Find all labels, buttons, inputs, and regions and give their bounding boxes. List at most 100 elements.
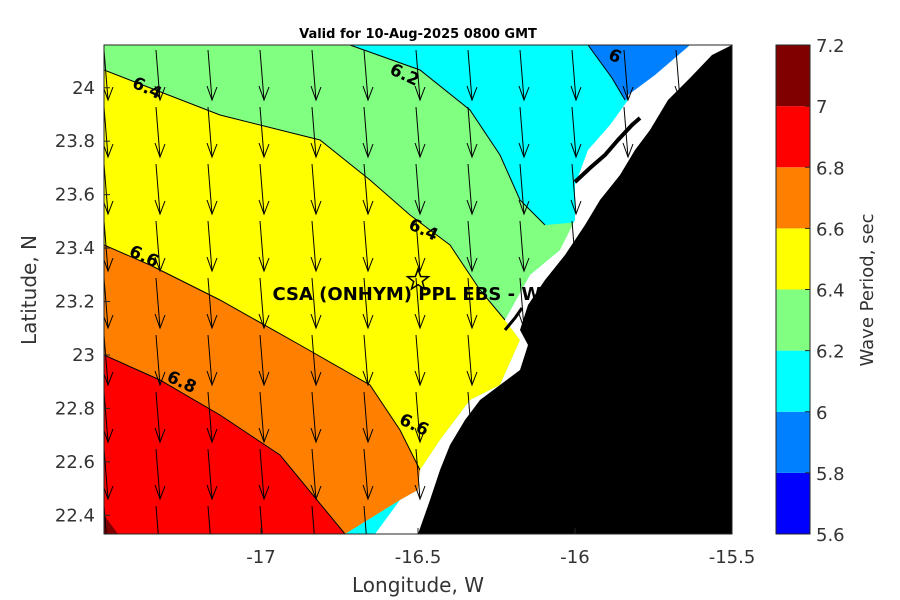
wave-arrow <box>154 448 166 501</box>
wave-arrow <box>155 505 159 534</box>
wave-arrow <box>311 505 315 534</box>
y-tick-label: 23.4 <box>55 238 95 259</box>
wave-arrow <box>310 334 322 387</box>
wave-arrow <box>466 106 478 159</box>
colorbar-band <box>776 45 810 107</box>
wave-arrow <box>466 49 478 102</box>
wave-arrow <box>362 334 374 387</box>
wave-arrow <box>466 163 478 216</box>
x-axis-ticks: -17 -16.5 -16 -15.5 <box>246 528 755 568</box>
wave-arrow <box>104 106 114 159</box>
colorbar-band <box>776 472 810 534</box>
wave-arrow <box>310 49 322 102</box>
y-tick-label: 22.4 <box>55 505 95 526</box>
y-tick-label: 23.8 <box>55 131 95 152</box>
wave-arrow <box>570 220 582 273</box>
wave-arrow <box>414 106 426 159</box>
period-band-7-7.2 <box>104 515 118 534</box>
wave-arrow <box>206 163 218 216</box>
y-tick-label: 22.6 <box>55 452 95 473</box>
wave-arrow <box>414 49 426 102</box>
y-axis-ticks: 22.4 22.6 22.8 23 23.2 23.4 23.6 23.8 24 <box>55 78 110 526</box>
colorbar-band <box>776 350 810 412</box>
wave-arrow <box>362 277 374 330</box>
wave-arrow <box>570 49 582 102</box>
colorbar-tick-label: 6.6 <box>816 219 845 240</box>
wave-arrow <box>206 391 218 444</box>
colorbar-band <box>776 228 810 290</box>
colorbar-tick-label: 6.4 <box>816 281 845 302</box>
wave-arrow <box>362 163 374 216</box>
wave-arrow <box>518 49 530 102</box>
wave-arrow <box>258 334 270 387</box>
wave-arrow <box>154 49 166 102</box>
wave-arrow <box>570 106 582 159</box>
colorbar-tick-label: 6.8 <box>816 158 845 179</box>
colorbar-band <box>776 167 810 229</box>
x-tick-label: -16 <box>560 547 589 568</box>
wave-arrow <box>518 163 530 216</box>
colorbar-band <box>776 411 810 473</box>
wave-arrow <box>622 106 634 159</box>
colorbar-tick-label: 6 <box>816 403 827 424</box>
map-plot-area <box>104 45 732 534</box>
colorbar-tick-label: 5.6 <box>816 525 845 546</box>
wave-arrow <box>466 220 478 273</box>
colorbar-tick-label: 5.8 <box>816 464 845 485</box>
wave-arrow <box>414 163 426 216</box>
wave-arrow <box>466 391 478 444</box>
coastal-islet-small <box>503 307 524 331</box>
wave-arrow <box>206 220 218 273</box>
y-tick-label: 22.8 <box>55 398 95 419</box>
y-axis-label: Latitude, N <box>17 235 41 345</box>
y-tick-label: 23.6 <box>55 185 95 206</box>
wave-arrow <box>362 391 374 444</box>
wave-arrow <box>362 49 374 102</box>
wave-arrow <box>362 106 374 159</box>
wave-arrow <box>258 163 270 216</box>
wave-arrow <box>154 106 166 159</box>
period-band-6.2-6.4 <box>104 45 580 320</box>
wave-arrow <box>206 49 218 102</box>
wave-arrow <box>310 106 322 159</box>
colorbar-title: Wave Period, sec <box>857 213 878 366</box>
wave-arrow <box>414 391 426 444</box>
wave-arrow <box>518 277 530 330</box>
colorbar-tick-label: 6.2 <box>816 342 845 363</box>
wave-arrow <box>206 277 218 330</box>
site-marker: CSA (ONHYM) PPL EBS - Wes <box>272 266 564 305</box>
wave-arrow <box>154 220 166 273</box>
x-tick-label: -16.5 <box>395 547 442 568</box>
map-title: Valid for 10-Aug-2025 0800 GMT <box>299 27 537 42</box>
wave-arrow <box>154 391 166 444</box>
contour-lines <box>104 45 626 534</box>
colorbar: 7.2 7 6.8 6.6 6.4 6.2 6 5.8 5.6 <box>775 36 845 546</box>
wave-arrow <box>518 220 530 273</box>
site-label: CSA (ONHYM) PPL EBS - Wes <box>272 284 563 305</box>
wave-arrow <box>310 277 322 330</box>
wave-arrow <box>466 277 478 330</box>
wave-arrow <box>362 448 374 501</box>
wave-arrow <box>104 220 114 273</box>
x-tick-label: -17 <box>246 547 275 568</box>
wave-arrow <box>258 448 270 501</box>
wave-arrow <box>206 106 218 159</box>
wave-arrow <box>258 106 270 159</box>
wave-arrow <box>674 49 686 102</box>
wave-arrow <box>258 277 270 330</box>
wave-direction-arrows <box>104 49 686 534</box>
x-tick-label: -15.5 <box>709 547 756 568</box>
colorbar-tick-label: 7.2 <box>816 36 845 57</box>
colorbar-tick-label: 7 <box>816 97 827 118</box>
wave-arrow <box>310 448 322 501</box>
wave-arrow <box>518 106 530 159</box>
wave-arrow <box>414 334 426 387</box>
wave-arrow <box>414 220 426 273</box>
wave-arrow <box>104 277 114 330</box>
wave-arrow <box>104 448 114 501</box>
period-band-6.6-6.8 <box>104 245 420 534</box>
star-icon <box>405 266 431 291</box>
wave-arrow <box>154 277 166 330</box>
y-tick-label: 23.2 <box>55 292 95 313</box>
